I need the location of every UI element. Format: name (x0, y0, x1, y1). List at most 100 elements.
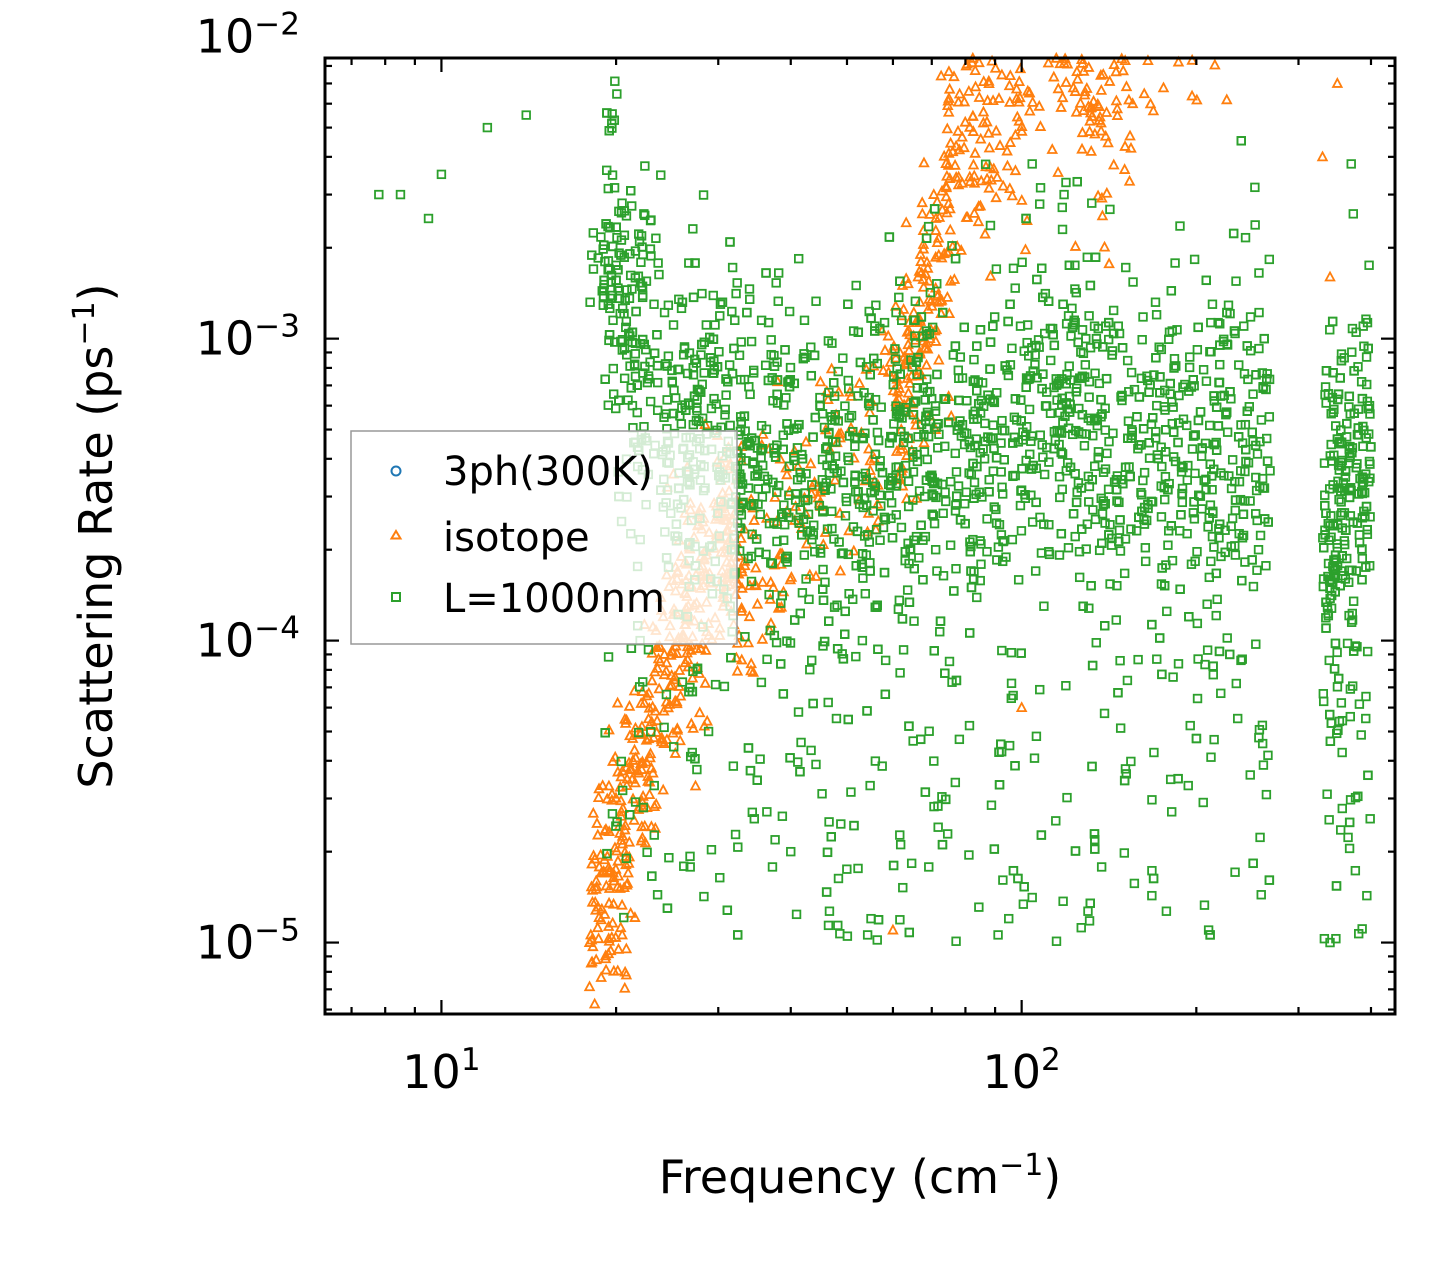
data-point (1115, 515, 1125, 525)
data-point (903, 344, 915, 355)
data-point (793, 707, 804, 717)
data-point (784, 376, 794, 386)
data-point (655, 732, 668, 744)
data-point (629, 911, 641, 922)
data-point (727, 306, 737, 317)
data-point (1072, 176, 1082, 187)
data-point (876, 402, 886, 412)
data-point (810, 412, 821, 423)
data-point (669, 747, 682, 758)
data-point (1170, 258, 1180, 268)
data-point (891, 385, 904, 397)
data-point (708, 334, 719, 344)
data-point (1006, 647, 1017, 658)
data-point (1098, 499, 1109, 510)
data-point (1216, 688, 1226, 699)
data-point (818, 505, 828, 516)
data-point (1357, 575, 1367, 585)
data-point (1161, 906, 1172, 916)
data-point (754, 547, 764, 558)
data-point (1264, 254, 1275, 265)
data-point (1320, 390, 1330, 400)
data-point (1000, 361, 1010, 371)
data-point (823, 336, 834, 346)
data-point (875, 456, 885, 466)
data-point (1029, 753, 1040, 763)
data-point (1080, 360, 1091, 370)
data-point (1191, 733, 1202, 744)
data-point (1335, 825, 1346, 835)
data-point (901, 402, 911, 413)
data-point (608, 964, 620, 976)
data-point (603, 882, 616, 893)
data-point (1088, 505, 1098, 515)
data-point (1215, 340, 1225, 350)
data-point (1214, 377, 1224, 388)
data-point (952, 425, 962, 435)
data-point (788, 444, 801, 456)
data-point (842, 931, 853, 941)
data-point (792, 423, 802, 433)
data-point (943, 65, 955, 77)
data-point (1147, 890, 1157, 901)
data-point (676, 303, 687, 314)
data-point (601, 219, 611, 229)
data-point (1336, 349, 1347, 359)
data-point (1344, 391, 1355, 402)
data-point (1126, 367, 1137, 378)
data-point (626, 185, 636, 196)
data-point (1185, 352, 1195, 362)
data-point (804, 457, 817, 469)
data-point (1102, 136, 1114, 148)
data-point (898, 882, 908, 893)
data-point (1165, 378, 1175, 389)
data-point (902, 277, 914, 289)
data-point (890, 344, 900, 354)
data-point (649, 830, 659, 840)
data-point (1013, 75, 1026, 87)
data-point (1316, 150, 1329, 162)
data-point (1070, 846, 1081, 856)
data-point (1119, 568, 1130, 579)
data-point (606, 787, 618, 799)
data-point (1077, 409, 1088, 420)
data-point (968, 574, 979, 584)
data-point (867, 359, 880, 371)
data-point (1199, 900, 1210, 910)
data-point (1166, 521, 1177, 531)
data-point (1208, 670, 1218, 680)
data-point (824, 429, 834, 439)
data-point (1365, 459, 1375, 469)
data-point (927, 188, 940, 199)
data-point (755, 509, 765, 519)
data-point (989, 312, 1000, 322)
data-point (649, 348, 660, 358)
data-point (1103, 334, 1114, 345)
data-point (1035, 684, 1045, 695)
data-point (1171, 361, 1181, 371)
data-point (688, 363, 698, 373)
data-point (1228, 228, 1239, 239)
data-point (1254, 268, 1264, 278)
data-point (1045, 323, 1056, 334)
data-point (833, 873, 844, 884)
data-point (1093, 99, 1105, 111)
data-point (1333, 394, 1343, 405)
data-point (1095, 83, 1108, 95)
data-point (1077, 429, 1087, 439)
data-point (942, 105, 955, 117)
data-point (1245, 770, 1255, 780)
data-point (1201, 485, 1211, 495)
data-point (1198, 797, 1208, 808)
data-point (696, 339, 707, 350)
data-point (1001, 159, 1014, 171)
data-point (1222, 427, 1233, 437)
data-point (941, 169, 953, 181)
data-point (1326, 718, 1337, 728)
data-point (1251, 639, 1261, 649)
data-point (1108, 305, 1119, 316)
data-point (904, 721, 914, 731)
data-point (900, 555, 910, 566)
data-point (802, 527, 813, 537)
data-point (897, 614, 908, 624)
